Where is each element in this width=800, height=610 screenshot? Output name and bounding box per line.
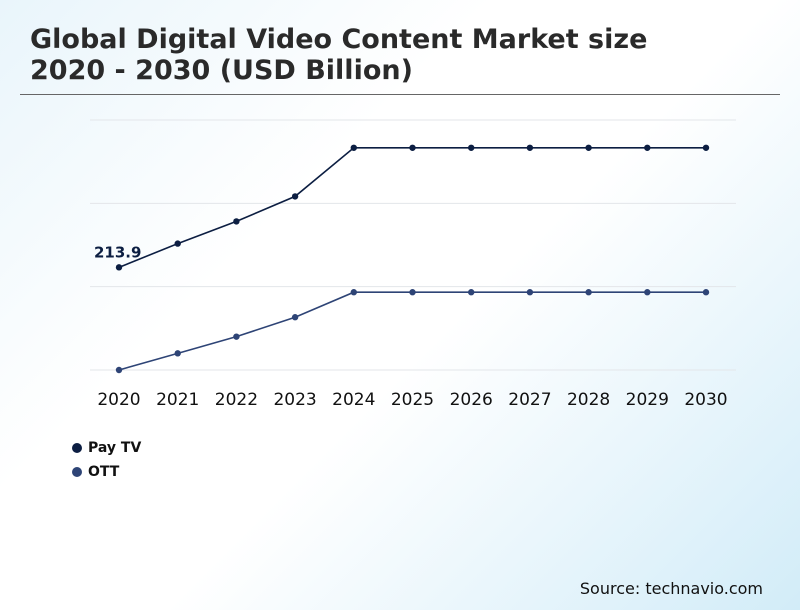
x-tick-label-2023: 2023 <box>273 390 316 410</box>
data-label: 213.9 <box>94 243 141 261</box>
chart-title-line-2: 2020 - 2030 (USD Billion) <box>30 55 413 86</box>
x-tick-label-2021: 2021 <box>156 390 199 410</box>
chart-title: Global Digital Video Content Market size… <box>30 24 647 86</box>
data-point-pay-tv-2026 <box>468 144 475 151</box>
x-tick-label-2030: 2030 <box>684 390 727 410</box>
data-point-ott-2020 <box>115 366 123 374</box>
data-point-ott-2023 <box>291 314 299 321</box>
data-point-pay-tv-2022 <box>233 218 240 225</box>
data-point-ott-2027 <box>526 289 534 296</box>
data-point-pay-tv-2029 <box>644 144 651 151</box>
legend-item-ott[interactable]: OTT <box>72 460 141 484</box>
x-tick-label-2025: 2025 <box>391 390 434 410</box>
legend-marker-ott <box>72 467 82 477</box>
data-point-pay-tv-2020 <box>115 264 123 271</box>
data-point-ott-2024 <box>350 289 357 296</box>
data-point-ott-2025 <box>409 289 416 296</box>
series-line-ott <box>118 291 706 371</box>
legend-item-pay-tv[interactable]: Pay TV <box>72 436 141 460</box>
data-point-ott-2030 <box>702 289 710 296</box>
x-tick-label-2020: 2020 <box>97 390 140 410</box>
series-line-pay-tv <box>118 146 706 269</box>
legend-label-ott: OTT <box>88 464 120 480</box>
x-tick-label-2024: 2024 <box>332 390 375 410</box>
x-tick-label-2022: 2022 <box>215 390 258 410</box>
data-point-pay-tv-2028 <box>585 144 592 151</box>
x-tick-label-2029: 2029 <box>626 390 669 410</box>
data-point-ott-2026 <box>468 289 475 296</box>
data-point-pay-tv-2023 <box>291 193 299 200</box>
data-point-pay-tv-2021 <box>174 240 181 247</box>
title-divider <box>20 94 780 95</box>
data-point-pay-tv-2027 <box>526 144 534 151</box>
data-point-pay-tv-2025 <box>409 144 416 151</box>
data-point-ott-2029 <box>644 289 651 296</box>
data-point-ott-2028 <box>585 289 592 296</box>
legend-label-pay-tv: Pay TV <box>88 440 142 456</box>
legend: Pay TV OTT <box>72 436 141 484</box>
x-tick-label-2026: 2026 <box>450 390 493 410</box>
x-tick-label-2028: 2028 <box>567 390 610 410</box>
x-tick-label-2027: 2027 <box>508 390 551 410</box>
data-point-ott-2022 <box>233 333 240 340</box>
chart-title-line-1: Global Digital Video Content Market size <box>30 24 648 55</box>
data-point-pay-tv-2030 <box>702 144 710 151</box>
data-point-pay-tv-2024 <box>350 144 357 151</box>
legend-marker-pay-tv <box>72 443 82 453</box>
source-credit: Source: technavio.com <box>579 579 763 598</box>
data-point-ott-2021 <box>174 350 181 357</box>
